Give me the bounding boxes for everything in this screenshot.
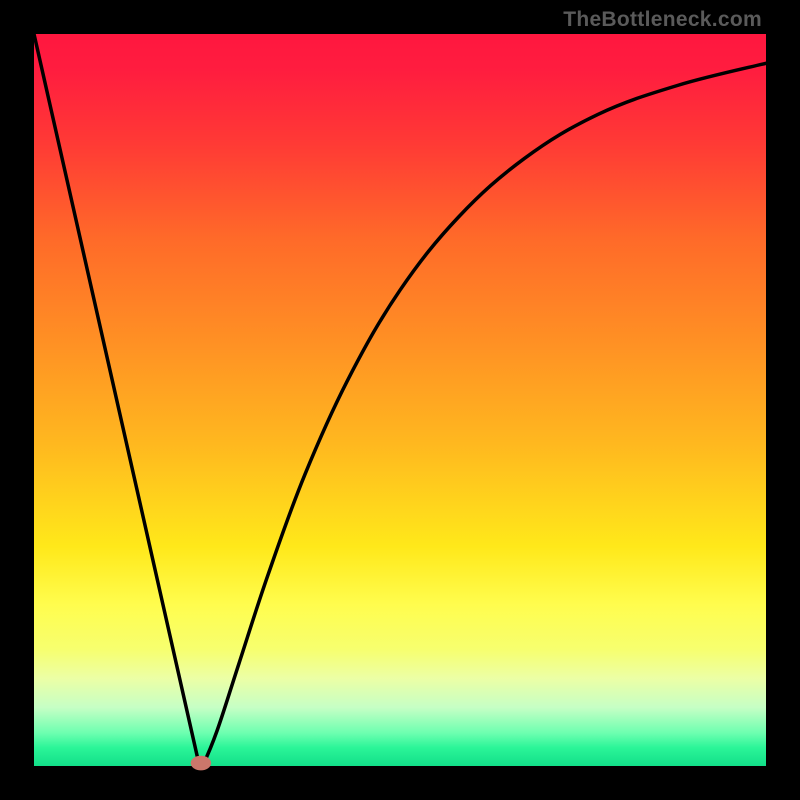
bottleneck-curve (34, 34, 766, 766)
minimum-marker (191, 756, 211, 771)
watermark-text: TheBottleneck.com (563, 8, 762, 32)
curve-path (34, 34, 766, 769)
chart-canvas: TheBottleneck.com (0, 0, 800, 800)
plot-area (34, 34, 766, 766)
